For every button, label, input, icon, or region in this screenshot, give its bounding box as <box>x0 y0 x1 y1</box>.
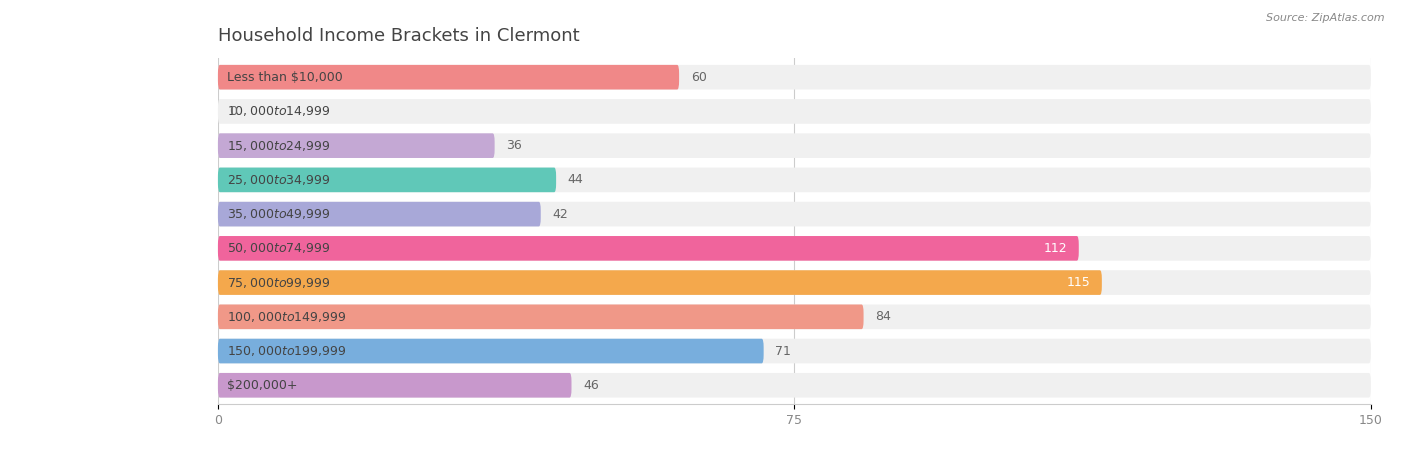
FancyBboxPatch shape <box>218 339 763 363</box>
Text: $200,000+: $200,000+ <box>228 379 298 392</box>
FancyBboxPatch shape <box>218 270 1371 295</box>
FancyBboxPatch shape <box>218 133 495 158</box>
Text: $35,000 to $49,999: $35,000 to $49,999 <box>228 207 330 221</box>
FancyBboxPatch shape <box>218 339 1371 363</box>
Text: 46: 46 <box>583 379 599 392</box>
FancyBboxPatch shape <box>218 65 1371 89</box>
Text: $10,000 to $14,999: $10,000 to $14,999 <box>228 105 330 119</box>
FancyBboxPatch shape <box>218 304 863 329</box>
Text: $25,000 to $34,999: $25,000 to $34,999 <box>228 173 330 187</box>
Text: Less than $10,000: Less than $10,000 <box>228 70 343 84</box>
Text: 71: 71 <box>775 344 792 357</box>
Text: 60: 60 <box>690 70 706 84</box>
FancyBboxPatch shape <box>218 202 541 226</box>
Text: 44: 44 <box>568 173 583 186</box>
FancyBboxPatch shape <box>218 270 1102 295</box>
FancyBboxPatch shape <box>218 236 1371 261</box>
Text: Source: ZipAtlas.com: Source: ZipAtlas.com <box>1267 13 1385 23</box>
FancyBboxPatch shape <box>218 99 1371 124</box>
Text: Household Income Brackets in Clermont: Household Income Brackets in Clermont <box>218 26 579 44</box>
Text: 42: 42 <box>553 207 568 220</box>
FancyBboxPatch shape <box>218 202 1371 226</box>
FancyBboxPatch shape <box>218 65 679 89</box>
FancyBboxPatch shape <box>218 373 1371 398</box>
Text: $50,000 to $74,999: $50,000 to $74,999 <box>228 242 330 255</box>
Text: 115: 115 <box>1067 276 1090 289</box>
Text: $75,000 to $99,999: $75,000 to $99,999 <box>228 276 330 290</box>
FancyBboxPatch shape <box>218 133 1371 158</box>
FancyBboxPatch shape <box>218 373 571 398</box>
Text: 36: 36 <box>506 139 522 152</box>
FancyBboxPatch shape <box>218 304 1371 329</box>
FancyBboxPatch shape <box>218 167 557 192</box>
FancyBboxPatch shape <box>218 236 1078 261</box>
Text: $15,000 to $24,999: $15,000 to $24,999 <box>228 139 330 153</box>
Text: 84: 84 <box>875 310 891 323</box>
Text: $100,000 to $149,999: $100,000 to $149,999 <box>228 310 346 324</box>
FancyBboxPatch shape <box>218 167 1371 192</box>
Text: $150,000 to $199,999: $150,000 to $199,999 <box>228 344 346 358</box>
Text: 112: 112 <box>1043 242 1067 255</box>
Text: 0: 0 <box>229 105 238 118</box>
